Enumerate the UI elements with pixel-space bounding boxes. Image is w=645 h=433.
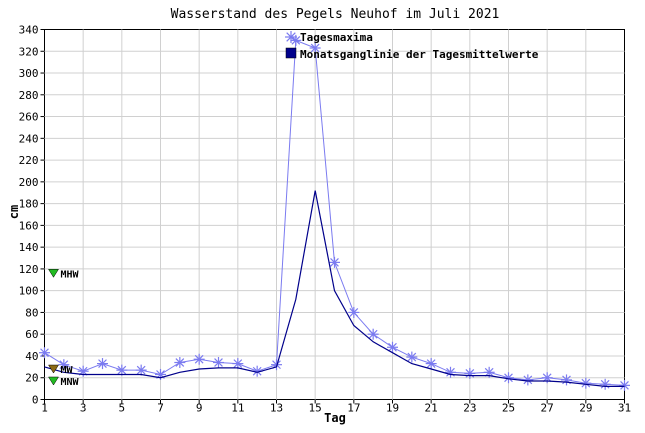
x-tick-label: 29 <box>579 402 592 415</box>
data-point-marker <box>213 357 224 368</box>
x-tick-label: 31 <box>618 402 631 415</box>
data-point-marker <box>406 351 418 363</box>
x-tick-label: 5 <box>119 402 126 415</box>
reference-marker-mhw: MHW <box>48 269 80 280</box>
x-tick-label: 13 <box>270 402 283 415</box>
plot-area <box>44 29 625 400</box>
data-point-marker <box>599 378 611 390</box>
y-tick-label: 200 <box>19 176 39 189</box>
triangle-down-icon <box>48 269 59 278</box>
x-axis-ticks: 1 3 5 7 9 11 13 15 17 19 21 23 25 27 29 31 <box>41 399 631 415</box>
legend-label-tagesmaxima: Tagesmaxima <box>300 31 373 44</box>
x-tick-label: 7 <box>157 402 164 415</box>
y-tick-label: 160 <box>19 219 39 232</box>
data-point-marker <box>425 358 437 370</box>
data-point-marker <box>522 374 534 386</box>
data-point-marker <box>580 377 592 389</box>
x-axis-title: Tag <box>324 411 346 425</box>
x-tick-label: 1 <box>41 402 48 415</box>
reference-marker-mw: MW <box>48 364 74 376</box>
data-point-marker <box>445 366 456 378</box>
data-point-marker <box>39 347 50 359</box>
legend-item-mittelwerte: Monatsganglinie der Tagesmittelwerte <box>285 47 539 61</box>
y-tick-label: 140 <box>19 241 39 254</box>
y-tick-label: 260 <box>19 111 39 124</box>
data-point-marker <box>619 379 630 391</box>
y-tick-label: 240 <box>19 132 39 145</box>
asterisk-marker-icon <box>285 31 297 43</box>
y-tick-label: 220 <box>19 154 39 167</box>
x-tick-label: 11 <box>231 402 244 415</box>
triangle-down-icon <box>48 376 59 386</box>
x-tick-label: 21 <box>425 402 438 415</box>
x-tick-label: 19 <box>386 402 399 415</box>
reference-label: MHW <box>61 269 80 280</box>
y-tick-label: 300 <box>19 67 39 80</box>
legend-item-tagesmaxima: Tagesmaxima <box>285 31 373 44</box>
data-point-marker <box>97 358 108 370</box>
x-tick-label: 15 <box>309 402 322 415</box>
data-point-marker <box>193 353 205 365</box>
y-tick-label: 40 <box>25 350 38 363</box>
data-point-marker <box>387 341 398 353</box>
legend-swatch-icon <box>285 47 297 59</box>
y-tick-label: 80 <box>25 306 38 319</box>
x-tick-label: 17 <box>347 402 360 415</box>
reference-label: MW <box>61 365 74 376</box>
y-axis-title: cm <box>7 205 21 219</box>
y-tick-label: 60 <box>25 328 38 341</box>
data-point-marker <box>329 256 340 268</box>
data-point-marker <box>464 367 476 379</box>
y-axis-ticks: 0 20 40 60 80 100 120 140 160 180 200 220 240 260 280 3… <box>19 24 45 407</box>
data-point-marker <box>232 358 244 370</box>
series-line-1 <box>44 190 625 387</box>
chart-title: Wasserstand des Pegels Neuhof im Juli 20… <box>171 7 500 22</box>
data-point-marker <box>58 359 70 371</box>
x-tick-label: 27 <box>541 402 554 415</box>
data-point-marker <box>135 364 147 376</box>
series <box>39 34 630 391</box>
x-tick-label: 25 <box>502 402 515 415</box>
legend: Tagesmaxima Monatsganglinie der Tagesmit… <box>285 31 539 61</box>
y-tick-label: 120 <box>19 263 39 276</box>
x-tick-label: 23 <box>463 402 476 415</box>
data-point-marker <box>348 306 360 318</box>
x-tick-label: 3 <box>80 402 87 415</box>
x-tick-label: 9 <box>196 402 203 415</box>
y-tick-label: 0 <box>32 394 39 407</box>
legend-asterisk <box>285 31 297 43</box>
reference-label: MNW <box>61 377 80 388</box>
data-point-marker <box>116 364 128 376</box>
data-point-marker <box>155 368 166 380</box>
y-tick-label: 340 <box>19 24 39 37</box>
data-point-marker <box>309 42 321 54</box>
series-line-0 <box>44 39 625 386</box>
data-point-marker <box>367 328 379 340</box>
triangle-down-icon <box>48 364 59 374</box>
y-tick-label: 180 <box>19 198 39 211</box>
y-tick-label: 100 <box>19 285 39 298</box>
data-point-marker <box>561 374 572 386</box>
y-tick-label: 20 <box>25 372 38 385</box>
grid <box>44 29 625 400</box>
legend-label-mittelwerte: Monatsganglinie der Tagesmittelwerte <box>300 48 539 61</box>
data-point-marker <box>174 357 186 368</box>
y-tick-label: 320 <box>19 45 39 58</box>
y-tick-label: 280 <box>19 89 39 102</box>
reference-marker-mnw: MNW <box>48 376 80 388</box>
